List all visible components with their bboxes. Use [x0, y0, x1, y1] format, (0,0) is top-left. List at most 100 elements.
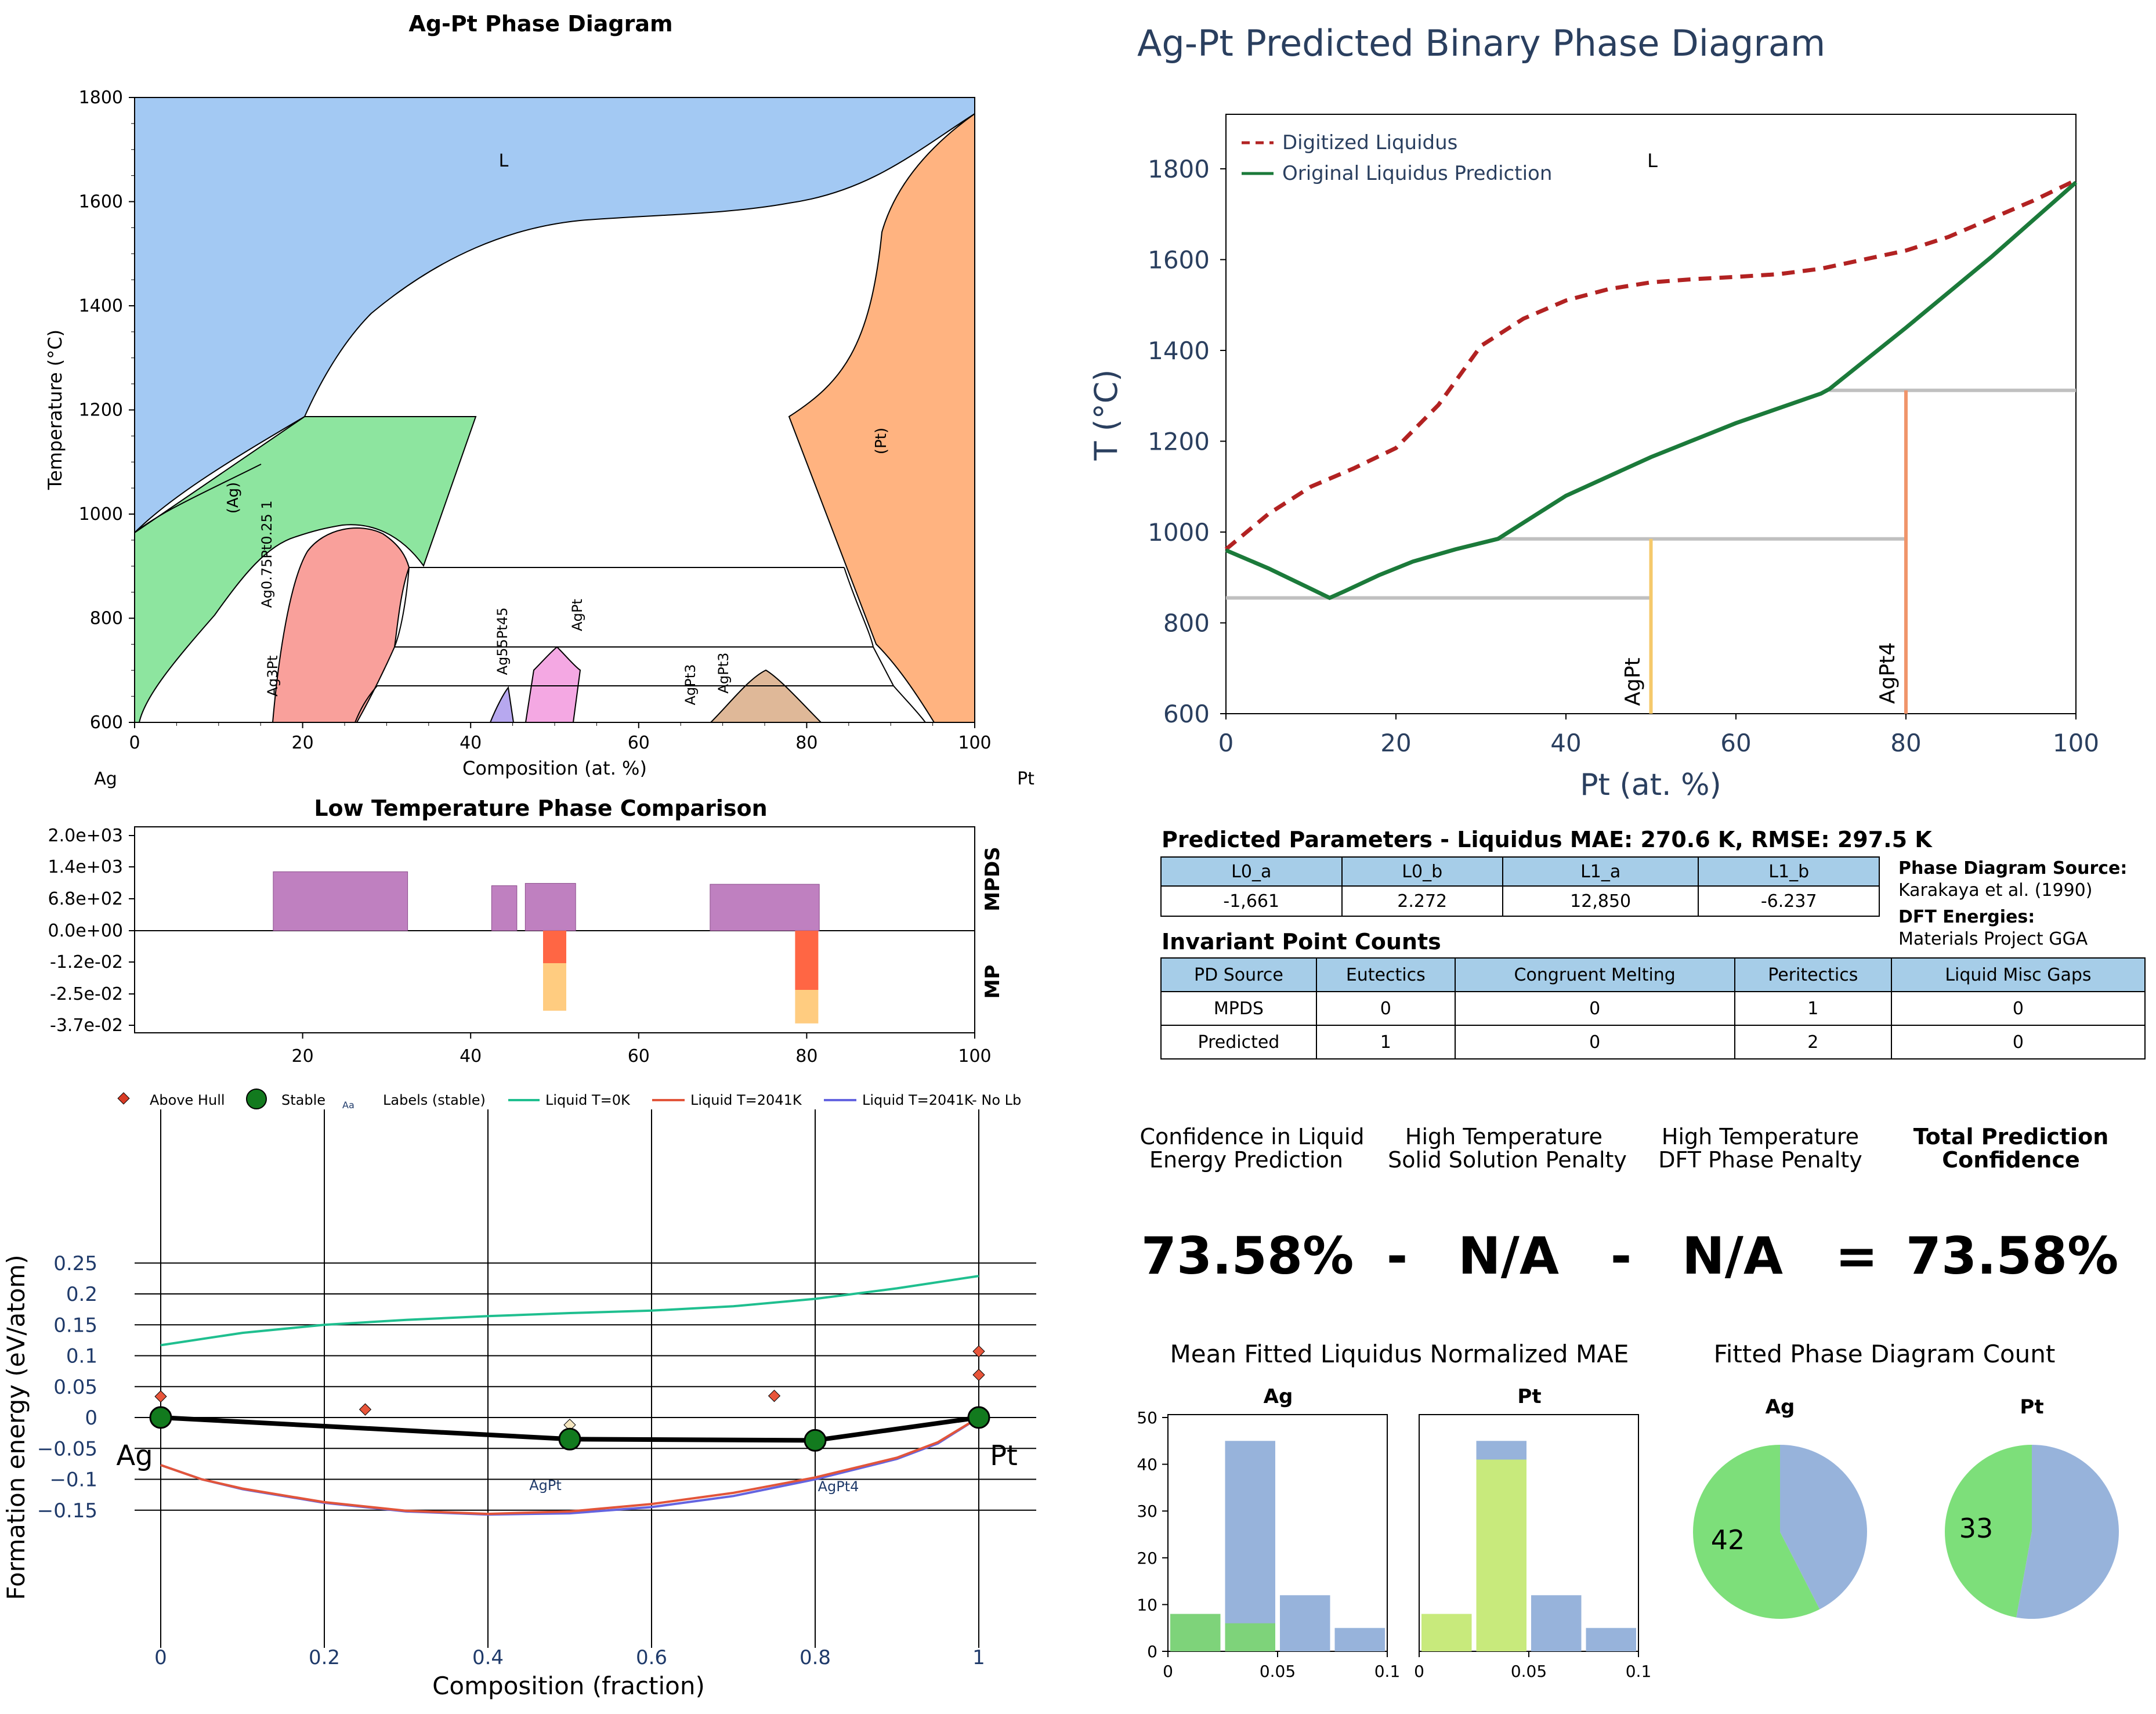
pt-solid-region [788, 113, 975, 723]
x-tick-label: 100 [2053, 729, 2099, 757]
mae-bar-fitted [1170, 1614, 1221, 1651]
digitized-liquidus-line [1224, 178, 2077, 551]
x-tick-label: 60 [628, 1046, 650, 1066]
ag3pt-label: Ag3Pt [265, 656, 281, 697]
predicted-panel: Ag-Pt Predicted Binary Phase Diagram 600… [1088, 22, 2099, 802]
dft-label: DFT Energies: [1898, 907, 2035, 927]
mpds-bar [524, 883, 576, 931]
comparison-yticks: 2.0e+03 1.4e+03 6.8e+02 0.0e+00 -1.2e-02 -2.5… [48, 826, 135, 1036]
invariants-cell: 1 [1734, 991, 1892, 1026]
params-title: Predicted Parameters - Liquidus MAE: 270… [1162, 827, 1933, 852]
stable-point [967, 1406, 990, 1429]
hull-left-element: Ag [116, 1440, 153, 1472]
mae-bar-total [1334, 1628, 1385, 1651]
ag55-label: Ag55Pt45 [494, 608, 511, 675]
stable-point [558, 1427, 581, 1451]
dft-value: Materials Project GGA [1898, 929, 2088, 949]
y-tick-label: 20 [1137, 1549, 1157, 1568]
source-label: Phase Diagram Source: [1898, 858, 2127, 878]
y-tick-label: 0 [1147, 1642, 1157, 1661]
conf-value-2: N/A [1458, 1226, 1559, 1286]
x-tick-label: 0 [1163, 1662, 1173, 1681]
pie-slice-fitted [1693, 1445, 1820, 1619]
legend-above-hull-marker [117, 1092, 130, 1105]
mae-panel: Mean Fitted Liquidus Normalized MAE Ag P… [1137, 1340, 1651, 1681]
comparison-mpds-label: MPDS [981, 847, 1004, 911]
predicted-agpt4-label: AgPt4 [1876, 642, 1900, 704]
above-hull-point [972, 1345, 985, 1358]
y-tick-label: 1800 [1148, 155, 1210, 183]
phase-diagram-yticks: 600 800 1000 1200 1400 1600 1800 [79, 88, 135, 733]
y-tick-label: 40 [1137, 1455, 1157, 1474]
legend-stable: Stable [281, 1092, 325, 1108]
y-tick-label: 0.1 [66, 1345, 97, 1368]
legend-stable-marker [246, 1089, 267, 1109]
y-tick-label: 1400 [1148, 337, 1210, 365]
mae-title: Mean Fitted Liquidus Normalized MAE [1170, 1340, 1629, 1368]
pie-slice-fitted [1945, 1445, 2032, 1618]
params-table: L0_a L0_b L1_a L1_b -1,661 2.272 12,850 … [1160, 856, 1880, 917]
pies [1693, 1445, 2119, 1619]
invariants-cell: MPDS [1160, 991, 1317, 1026]
invariants-cell: 0 [1890, 991, 2146, 1026]
hull-xlabel: Composition (fraction) [432, 1672, 705, 1700]
legend-original: Original Liquidus Prediction [1282, 162, 1552, 185]
x-tick-label: 100 [958, 733, 991, 753]
phase-diagram-ylabel: Temperature (°C) [44, 330, 66, 490]
conf-h2b: Solid Solution Penalty [1388, 1147, 1627, 1173]
mae-bar-total [1531, 1595, 1582, 1651]
x-tick-label: 0.1 [1374, 1662, 1401, 1681]
legend-liq2041: Liquid T=2041K [690, 1092, 802, 1108]
mpds-bar [273, 871, 408, 931]
legend-digitized: Digitized Liquidus [1282, 131, 1457, 154]
x-tick-label: 1 [972, 1646, 985, 1669]
predicted-agpt-label: AgPt [1621, 657, 1645, 706]
predicted-yticks: 600 800 1000 1200 1400 1600 1800 [1148, 155, 1226, 728]
y-tick-label: 1000 [1148, 518, 1210, 547]
agpt-region [524, 646, 581, 723]
legend-labels-prefix: Aa [342, 1100, 354, 1111]
predicted-xlabel: Pt (at. %) [1580, 768, 1721, 802]
predicted-ylabel: T (°C) [1088, 370, 1124, 461]
x-tick-label: 0.6 [636, 1646, 667, 1669]
invariants-cell: Predicted [1160, 1025, 1317, 1060]
params-header: L0_a [1160, 856, 1343, 887]
invariants-header-row: PD Source Eutectics Congruent Melting Pe… [1160, 957, 2146, 992]
hull-right-element: Pt [990, 1440, 1018, 1472]
phase-diagram-title: Ag-Pt Phase Diagram [408, 11, 672, 37]
above-hull-point [768, 1390, 781, 1402]
x-tick-label: 40 [460, 1046, 482, 1066]
conf-op-3: = [1835, 1226, 1878, 1286]
y-tick-label: 30 [1137, 1502, 1157, 1521]
mpds-bar [491, 885, 518, 931]
agpt-label: AgPt [569, 599, 585, 631]
source-value: Karakaya et al. (1990) [1898, 880, 2092, 901]
invariants-cell: 0 [1890, 1025, 2146, 1060]
y-tick-label: 0.0e+00 [48, 921, 123, 941]
y-tick-label: -1.2e-02 [50, 952, 123, 972]
conf-h1a: Confidence in Liquid [1140, 1124, 1364, 1149]
comparison-frame [134, 826, 975, 1033]
y-tick-label: -2.5e-02 [50, 984, 123, 1004]
pie-slice-rest [1780, 1445, 1868, 1610]
count-title: Fitted Phase Diagram Count [1714, 1340, 2056, 1368]
predicted-xticks: 0 20 40 60 80 100 [1218, 714, 2099, 757]
params-value-row: -1,661 2.272 12,850 -6.237 [1160, 885, 1880, 917]
invariants-cell: 0 [1454, 1025, 1735, 1060]
invariants-cell: 2 [1734, 1025, 1892, 1060]
conf-op-1: - [1387, 1226, 1408, 1286]
count-right-title: Pt [2020, 1395, 2043, 1419]
count-panel: Fitted Phase Diagram Count Ag Pt 42 33 [1693, 1340, 2119, 1619]
pie-right-value: 33 [1959, 1513, 1994, 1544]
y-tick-label: 1800 [79, 88, 123, 108]
y-tick-label: 50 [1137, 1408, 1157, 1427]
x-tick-label: 20 [292, 733, 314, 753]
comparison-title: Low Temperature Phase Comparison [314, 795, 767, 821]
x-tick-label: 0.8 [800, 1646, 831, 1669]
predicted-liquid-label: L [1647, 150, 1658, 172]
conf-value-3: N/A [1682, 1226, 1783, 1286]
y-tick-label: 0.2 [66, 1283, 97, 1306]
y-tick-label: 1000 [79, 504, 123, 525]
mpds-bar [710, 884, 820, 931]
mae-bar-total [1586, 1628, 1636, 1651]
